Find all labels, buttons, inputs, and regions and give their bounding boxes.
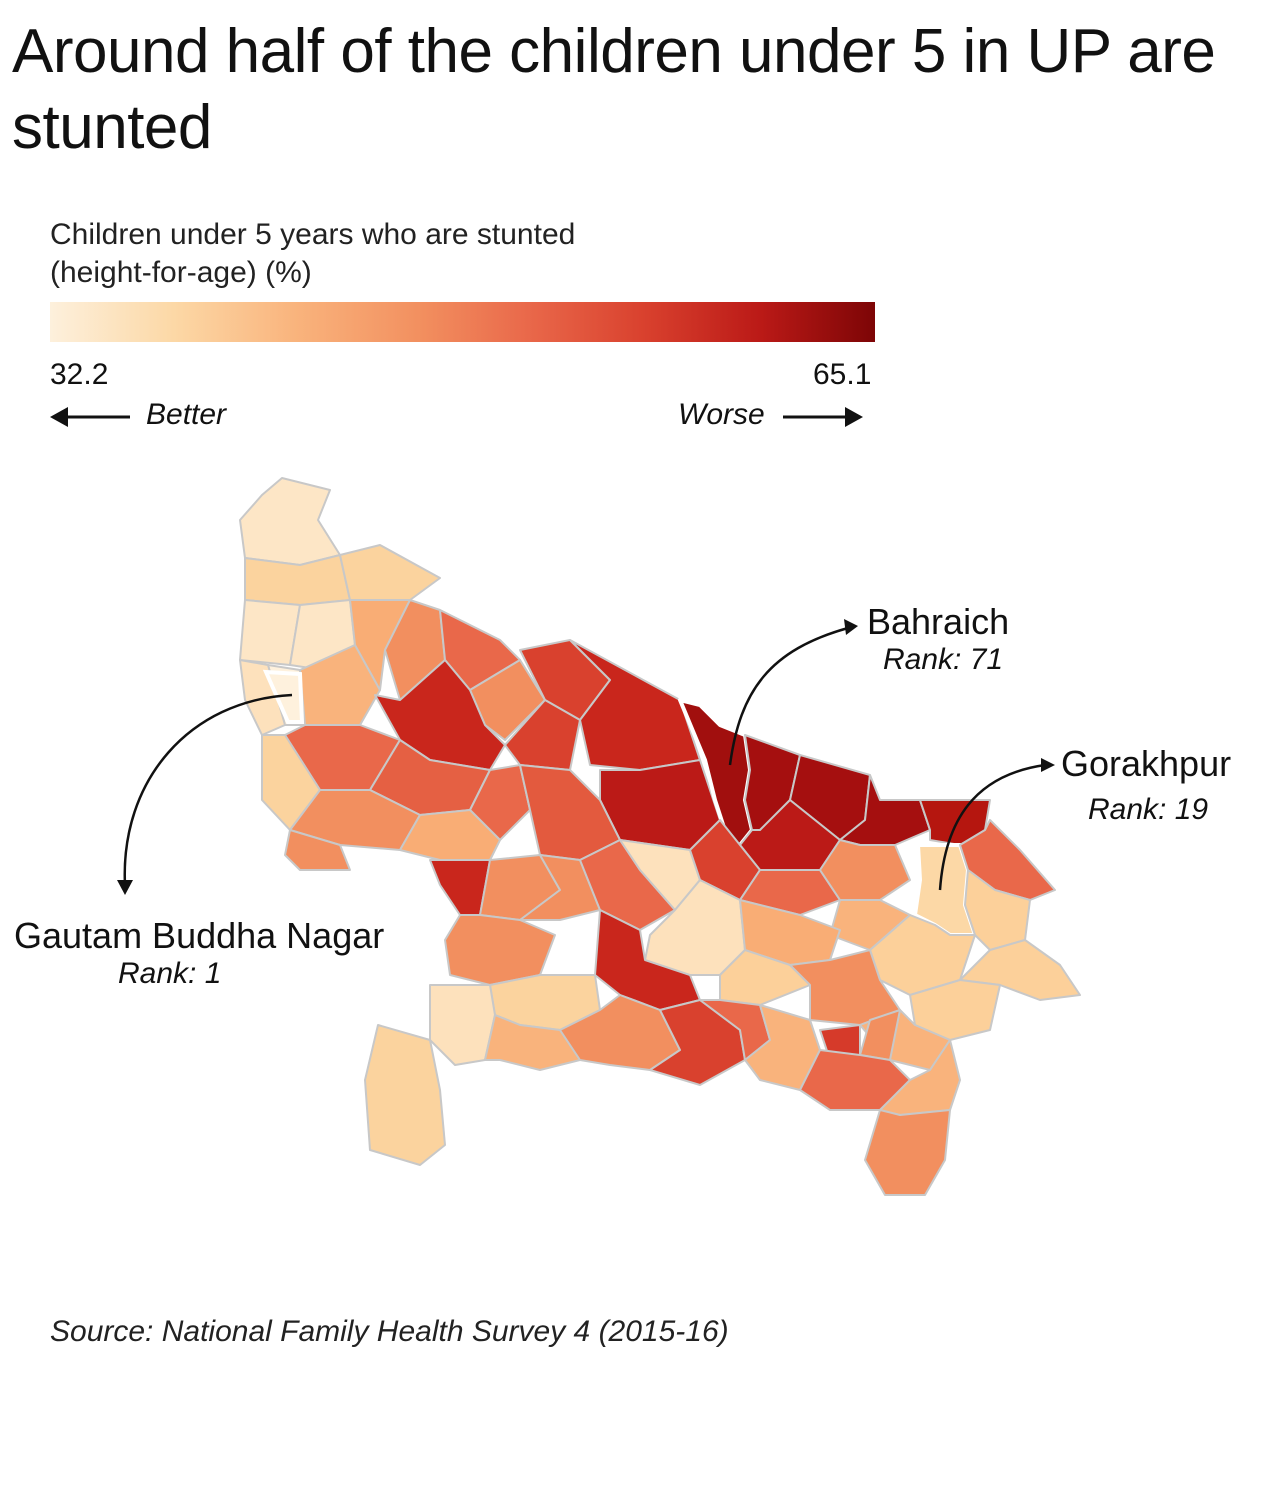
gorakhpur-arrowhead-icon (1041, 758, 1055, 772)
district (239, 477, 341, 566)
district (819, 839, 911, 901)
bahraich-arrowhead-icon (844, 619, 858, 635)
bahraich-label: Bahraich (867, 601, 1010, 642)
gautam-buddha-nagar-rank: Rank: 1 (118, 957, 222, 990)
gorakhpur-rank: Rank: 19 (1088, 793, 1209, 826)
bahraich-rank: Rank: 71 (883, 643, 1004, 676)
gbn-arrowhead-icon (117, 880, 133, 895)
ramp-max-label: 65.1 (813, 358, 872, 391)
gbn-callout-line (123, 693, 293, 886)
district (429, 984, 496, 1066)
gorakhpur-callout-line (938, 763, 1046, 891)
district (864, 1109, 951, 1196)
chart-title: Around half of the children under 5 in U… (12, 17, 1216, 162)
legend-title: Children under 5 years who are stunted (… (50, 216, 810, 292)
district (364, 1024, 446, 1166)
district (349, 599, 411, 691)
callout-lines (123, 626, 1046, 891)
district (484, 1014, 581, 1071)
district (284, 829, 351, 871)
district (339, 544, 441, 601)
ramp-min-label: 32.2 (50, 358, 109, 391)
source-note: Source: National Family Health Survey 4 … (50, 1315, 729, 1348)
color-ramp (50, 302, 875, 342)
bahraich-callout-line (728, 626, 849, 766)
better-label: Better (146, 398, 227, 431)
gautam-buddha-nagar-label: Gautam Buddha Nagar (14, 915, 385, 956)
district (869, 914, 976, 996)
legend-title-line1: Children under 5 years who are stunted (50, 218, 576, 251)
right-arrow-icon (783, 407, 863, 427)
left-arrow-icon (50, 407, 130, 427)
district (799, 1049, 911, 1111)
district (744, 1004, 821, 1091)
gorakhpur-label: Gorakhpur (1061, 743, 1232, 784)
district (299, 644, 381, 726)
legend-title-line2: (height-for-age) (%) (50, 256, 312, 289)
district-gautam-buddha-nagar (262, 669, 305, 724)
worse-label: Worse (678, 398, 765, 431)
